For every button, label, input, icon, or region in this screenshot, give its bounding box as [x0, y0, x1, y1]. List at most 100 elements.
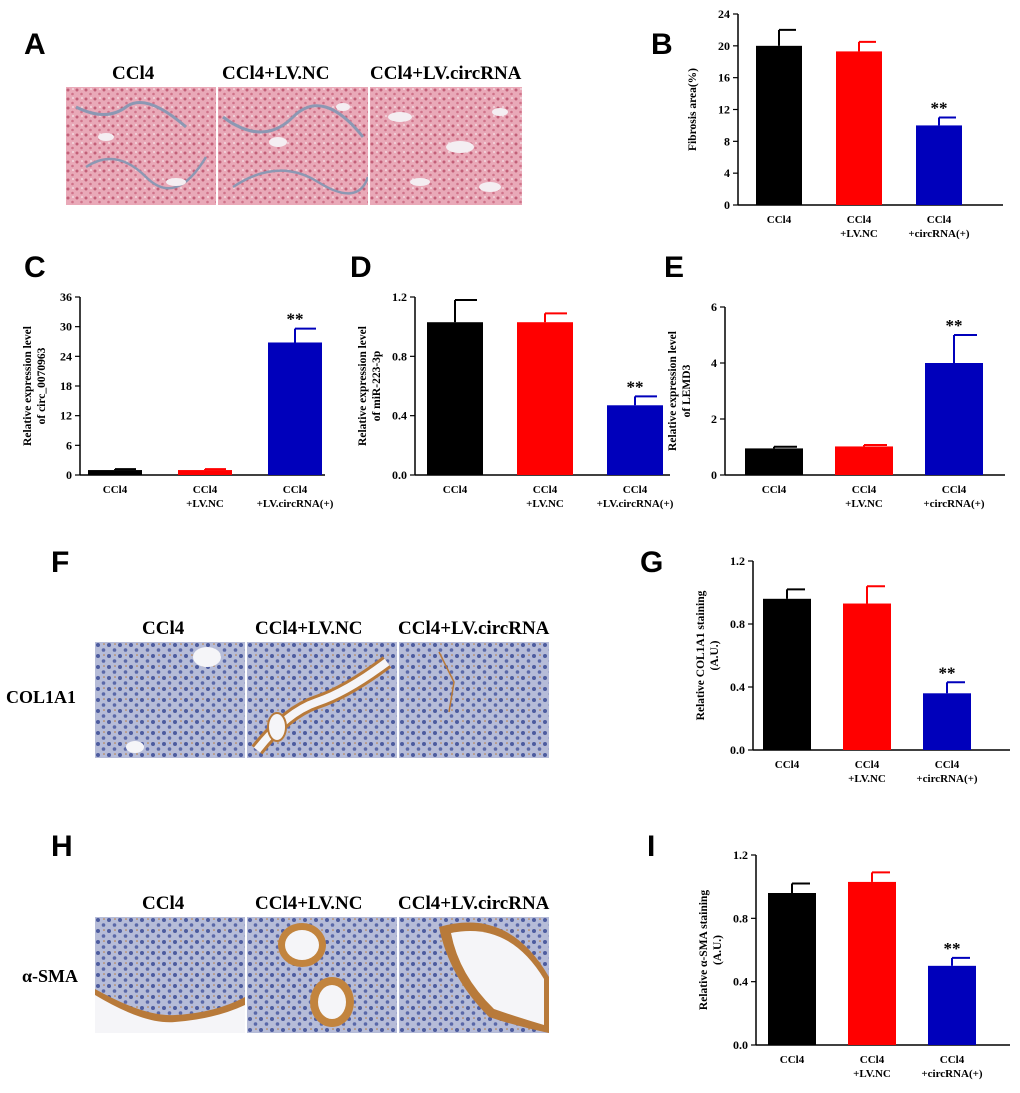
category-label: +circRNA(+) — [921, 1068, 983, 1080]
panel-letter-f: F — [51, 546, 70, 579]
bar — [517, 322, 573, 475]
category-label: CCl4 — [533, 484, 558, 496]
y-axis-label: of miR-223-3p — [371, 351, 383, 422]
y-axis-label: (A.U.) — [709, 640, 721, 670]
y-tick-label: 12 — [718, 103, 730, 117]
significance-label: ** — [931, 98, 948, 117]
category-label: CCl4 — [847, 214, 872, 226]
y-tick-label: 0.4 — [392, 409, 407, 423]
chart-e: 0 2 4 6 Relative expression level of LEMD3 CCl… — [667, 300, 1005, 510]
y-tick-label: 0.8 — [730, 617, 745, 631]
bar — [756, 45, 802, 206]
y-tick-label: 0.0 — [392, 468, 407, 482]
category-label: +circRNA(+) — [916, 773, 978, 785]
y-axis-label: of LEMD3 — [681, 364, 693, 417]
col1a1-image-ccl4 — [95, 642, 245, 758]
significance-label: ** — [944, 939, 961, 958]
trichrome-texture — [66, 87, 216, 205]
category-label: CCl4 — [860, 1054, 885, 1066]
y-tick-label: 0 — [66, 468, 72, 482]
panel-letter-c: C — [24, 251, 46, 284]
y-tick-label: 0.4 — [730, 680, 745, 694]
trichrome-image-lvcircrna — [370, 87, 522, 205]
category-label: +LV.NC — [848, 773, 886, 785]
panel-letter-i: I — [647, 830, 656, 863]
category-label: CCl4 — [942, 484, 967, 496]
y-tick-label: 16 — [718, 71, 730, 85]
y-tick-label: 8 — [724, 134, 730, 148]
sma-image-ccl4 — [95, 917, 245, 1033]
panel-h-label-3: CCl4+LV.circRNA — [398, 893, 550, 914]
bar — [768, 893, 816, 1045]
category-label: CCl4 — [775, 759, 800, 771]
trichrome-texture — [218, 87, 368, 205]
category-label: CCl4 — [767, 214, 792, 226]
bar — [923, 693, 971, 750]
ihc-texture — [95, 917, 245, 1033]
bar — [745, 448, 803, 475]
bar — [763, 598, 811, 750]
panel-letter-b: B — [651, 28, 673, 61]
ihc-texture — [399, 642, 549, 758]
y-tick-label: 12 — [60, 409, 72, 423]
category-label: CCl4 — [855, 759, 880, 771]
panel-f-row-label: COL1A1 — [6, 687, 77, 707]
panel-h-label-1: CCl4 — [142, 893, 185, 914]
category-label: CCl4 — [762, 484, 787, 496]
bar — [268, 342, 322, 475]
panel-letter-a: A — [24, 28, 46, 61]
category-label: +circRNA(+) — [908, 228, 970, 240]
category-label: +LV.NC — [186, 498, 224, 510]
panel-h-label-2: CCl4+LV.NC — [255, 893, 363, 914]
trichrome-texture — [370, 87, 522, 205]
y-tick-label: 4 — [724, 166, 730, 180]
bar — [925, 363, 983, 475]
bar — [928, 965, 976, 1045]
ihc-texture — [399, 917, 549, 1033]
significance-label: ** — [627, 377, 644, 396]
panel-letter-e: E — [664, 251, 685, 284]
significance-label: ** — [287, 310, 304, 329]
y-tick-label: 1.2 — [392, 290, 407, 304]
category-label: +LV.circRNA(+) — [257, 498, 334, 510]
y-tick-label: 2 — [711, 412, 717, 426]
y-tick-label: 0.8 — [733, 911, 748, 925]
panel-a-label-1: CCl4 — [112, 63, 155, 84]
y-tick-label: 36 — [60, 290, 72, 304]
bar — [427, 322, 483, 475]
category-label: +LV.NC — [526, 498, 564, 510]
y-tick-label: 0.0 — [733, 1038, 748, 1052]
panel-a-label-2: CCl4+LV.NC — [222, 63, 330, 84]
y-tick-label: 24 — [718, 7, 730, 21]
panel-f-label-1: CCl4 — [142, 618, 185, 639]
y-tick-label: 18 — [60, 379, 72, 393]
bar — [607, 405, 663, 475]
bar — [848, 881, 896, 1045]
chart-b: 0 4 8 12 16 20 24 Fibrosis area(%) CCl4 CCl4 +LV.N… — [687, 7, 1003, 240]
category-label: CCl4 — [780, 1054, 805, 1066]
ihc-texture — [247, 642, 397, 758]
y-tick-label: 0 — [711, 468, 717, 482]
sma-image-lvcircrna — [399, 917, 549, 1033]
category-label: +LV.NC — [853, 1068, 891, 1080]
y-tick-label: 30 — [60, 320, 72, 334]
y-tick-label: 4 — [711, 356, 717, 370]
bar — [88, 470, 142, 475]
category-label: CCl4 — [443, 484, 468, 496]
y-tick-label: 1.2 — [730, 554, 745, 568]
y-axis-label: Relative COL1A1 staining — [695, 590, 707, 720]
y-tick-label: 0.8 — [392, 349, 407, 363]
category-label: CCl4 — [927, 214, 952, 226]
y-axis-label: (A.U.) — [712, 935, 724, 965]
category-label: CCl4 — [283, 484, 308, 496]
y-axis-label: Relative expression level — [22, 326, 34, 446]
chart-i: 0.0 0.4 0.8 1.2 Relative α-SMA staining (A.U.… — [698, 848, 1010, 1080]
y-axis-label: Fibrosis area(%) — [687, 68, 699, 151]
trichrome-image-ccl4 — [66, 87, 216, 205]
ihc-texture — [247, 917, 397, 1033]
panel-a-label-3: CCl4+LV.circRNA — [370, 63, 522, 84]
category-label: CCl4 — [193, 484, 218, 496]
y-tick-label: 0.0 — [730, 743, 745, 757]
significance-label: ** — [946, 316, 963, 335]
trichrome-image-lvnc — [218, 87, 368, 205]
